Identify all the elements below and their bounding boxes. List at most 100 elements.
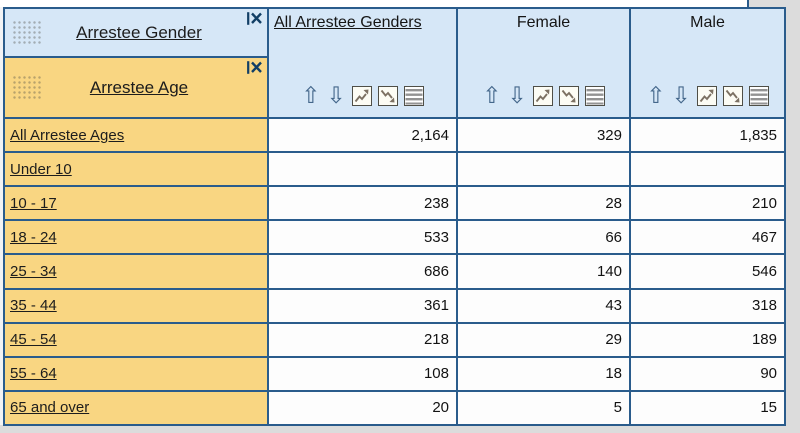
row-dimension-label[interactable]: Arrestee Age (89, 77, 189, 97)
data-cell: 318 (631, 289, 784, 322)
cropped-content-above (0, 0, 749, 7)
row-header-55-64: 55 - 64 (5, 357, 267, 390)
sort-toolbar: ⇧ ⇩ (461, 83, 626, 109)
drag-handle-icon[interactable] (12, 19, 42, 46)
row-header-link[interactable]: Under 10 (10, 160, 72, 178)
cell-value: 361 (423, 297, 449, 315)
row-header-link[interactable]: 35 - 44 (10, 297, 57, 315)
page-left-margin (0, 7, 3, 425)
data-cell: 1,835 (631, 119, 784, 152)
row-header-under-10: Under 10 (5, 153, 267, 186)
sort-descending-icon[interactable] (377, 86, 398, 106)
cell-value: 18 (605, 365, 622, 383)
column-header-label: Female (516, 14, 571, 31)
move-up-icon[interactable]: ⇧ (482, 83, 502, 109)
sort-toolbar: ⇧ ⇩ (634, 83, 781, 109)
data-cell: 140 (458, 255, 629, 288)
data-cell: 361 (269, 289, 456, 322)
cell-value: 20 (432, 399, 449, 417)
cell-value: 108 (423, 365, 449, 383)
sort-ascending-icon[interactable] (696, 86, 717, 106)
column-header-label: Male (690, 14, 725, 31)
row-header-35-44: 35 - 44 (5, 289, 267, 322)
cell-value: 15 (760, 399, 777, 417)
data-cell: 43 (458, 289, 629, 322)
row-header-link[interactable]: 55 - 64 (10, 365, 57, 383)
sort-ascending-icon[interactable] (532, 86, 553, 106)
move-up-icon[interactable]: ⇧ (646, 83, 666, 109)
cell-value: 28 (605, 194, 622, 212)
row-dimension-header: Arrestee Age (5, 58, 267, 117)
data-cell: 15 (631, 391, 784, 424)
row-header-link[interactable]: 25 - 34 (10, 262, 57, 280)
data-cell: 546 (631, 255, 784, 288)
cell-value: 533 (423, 228, 449, 246)
row-header-link[interactable]: All Arrestee Ages (10, 126, 125, 144)
data-cell: 238 (269, 187, 456, 220)
row-header-link[interactable]: 18 - 24 (10, 228, 57, 246)
data-cell: 20 (269, 391, 456, 424)
row-header-link[interactable]: 65 and over (10, 399, 90, 417)
data-cell: 29 (458, 323, 629, 356)
move-up-icon[interactable]: ⇧ (301, 83, 321, 109)
data-cell (269, 153, 456, 186)
remove-column-dimension-button[interactable] (246, 11, 264, 26)
cell-value: 218 (423, 331, 449, 349)
close-icon (247, 61, 262, 74)
cell-value: 546 (751, 262, 777, 280)
row-header-25-34: 25 - 34 (5, 255, 267, 288)
cell-value: 686 (423, 262, 449, 280)
cell-value: 43 (605, 297, 622, 315)
column-header-male: Male ⇧ ⇩ (631, 9, 784, 117)
move-down-icon[interactable]: ⇩ (326, 83, 346, 109)
row-header-65-and-over: 65 and over (5, 391, 267, 424)
data-cell: 66 (458, 221, 629, 254)
data-cell: 533 (269, 221, 456, 254)
close-icon (247, 12, 262, 25)
cell-value: 210 (751, 194, 777, 212)
remove-row-dimension-button[interactable] (246, 60, 264, 75)
data-cell: 90 (631, 357, 784, 390)
drag-handle-icon[interactable] (12, 74, 42, 101)
sort-descending-icon[interactable] (722, 86, 743, 106)
cell-value: 66 (605, 228, 622, 246)
row-header-10-17: 10 - 17 (5, 187, 267, 220)
move-down-icon[interactable]: ⇩ (507, 83, 527, 109)
data-cell: 28 (458, 187, 629, 220)
show-list-icon[interactable] (748, 86, 769, 106)
data-cell: 329 (458, 119, 629, 152)
cell-value: 329 (596, 126, 622, 144)
cell-value: 1,835 (739, 126, 777, 144)
move-down-icon[interactable]: ⇩ (671, 83, 691, 109)
column-dimension-label[interactable]: Arrestee Gender (76, 22, 202, 42)
data-cell: 5 (458, 391, 629, 424)
sort-toolbar: ⇧ ⇩ (272, 83, 453, 109)
column-header-label[interactable]: All Arrestee Genders (274, 14, 422, 31)
show-list-icon[interactable] (584, 86, 605, 106)
cell-value: 238 (423, 194, 449, 212)
data-cell (631, 153, 784, 186)
row-header-link[interactable]: 45 - 54 (10, 331, 57, 349)
sort-ascending-icon[interactable] (351, 86, 372, 106)
column-dimension-header: Arrestee Gender (5, 9, 267, 56)
sort-descending-icon[interactable] (558, 86, 579, 106)
data-cell: 210 (631, 187, 784, 220)
row-header-18-24: 18 - 24 (5, 221, 267, 254)
column-header-female: Female ⇧ ⇩ (458, 9, 629, 117)
data-cell: 189 (631, 323, 784, 356)
data-cell: 18 (458, 357, 629, 390)
cell-value: 189 (751, 331, 777, 349)
cell-value: 90 (760, 365, 777, 383)
row-header-link[interactable]: 10 - 17 (10, 194, 57, 212)
data-cell: 467 (631, 221, 784, 254)
data-cell: 2,164 (269, 119, 456, 152)
data-cell: 108 (269, 357, 456, 390)
cell-value: 5 (613, 399, 622, 417)
show-list-icon[interactable] (403, 86, 424, 106)
cell-value: 467 (751, 228, 777, 246)
row-header-all-arrestee-ages: All Arrestee Ages (5, 119, 267, 152)
data-cell: 218 (269, 323, 456, 356)
cell-value: 29 (605, 331, 622, 349)
data-cell: 686 (269, 255, 456, 288)
row-header-45-54: 45 - 54 (5, 323, 267, 356)
